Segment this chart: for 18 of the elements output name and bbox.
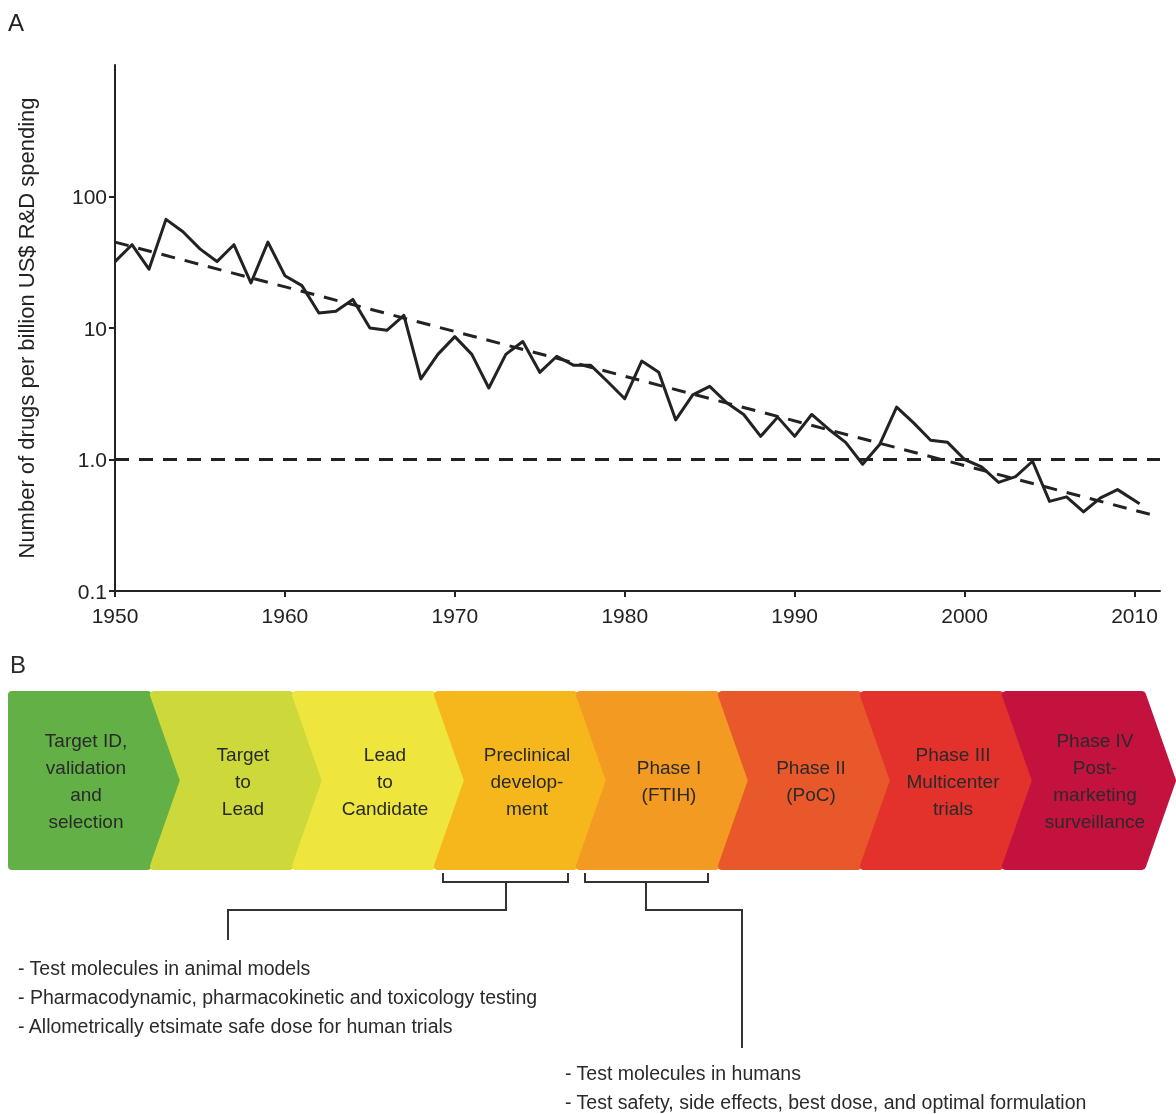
x-tick-label: 1950 [91,604,139,627]
y-tick-label: 10 [83,316,107,340]
category-label: Phase IV Post- marketing surveillance [1044,730,1146,832]
x-tick-label: 2010 [1111,604,1158,627]
y-tick-label: 0.1 [77,579,107,603]
x-tick-label: 1990 [771,604,819,627]
category-label: Target ID, validation and selection [44,730,128,832]
text: - Test molecules in animal models - Pharmacodynamic, pharmacokinetic and toxicology testing - Allometrically etsimate safe dose for human trials [18,957,538,1037]
x-tick-label: 1970 [431,604,479,627]
x-tick-label: 1980 [601,604,649,627]
text: - Test molecules in humans - Test safety, side effects, best dose, and optimal formulation [565,1062,1087,1113]
x-tick-label: 1960 [261,604,309,627]
text: A [8,8,25,36]
y-tick-label: 100 [71,185,107,208]
y-axis-title: Number of drugs per billion US$ R&D spending [13,97,39,559]
y-tick-label: 1.0 [77,448,107,471]
x-tick-label: 2000 [941,604,988,627]
text: B [10,651,27,678]
